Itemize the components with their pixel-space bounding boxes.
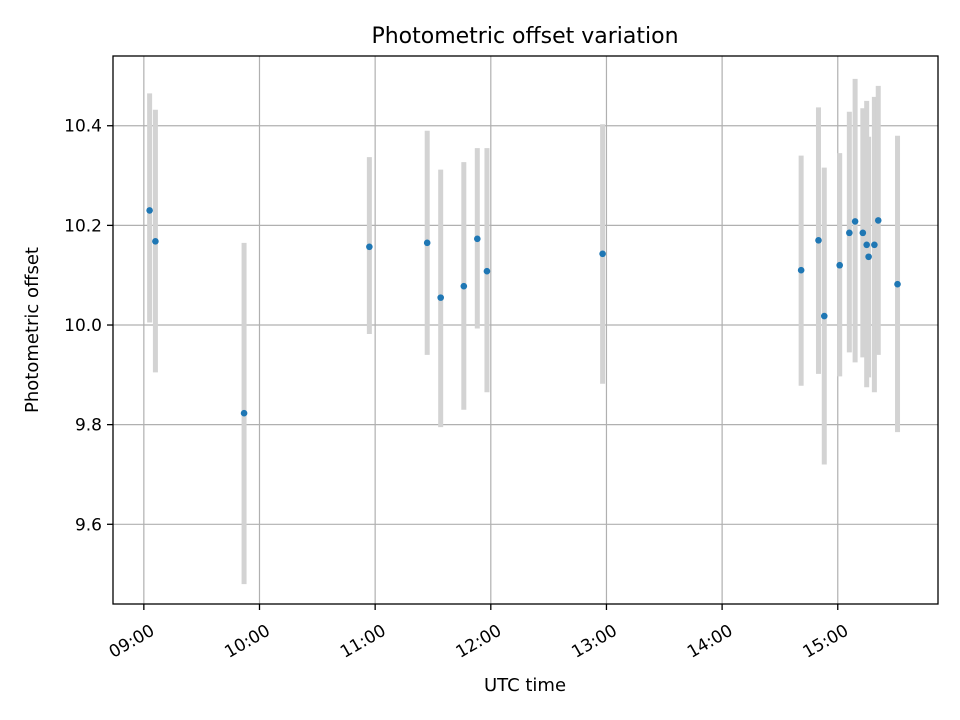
y-tick-label: 10.4 xyxy=(64,117,102,137)
data-point xyxy=(836,261,843,269)
data-point xyxy=(599,250,606,258)
y-axis-ticks: 9.6 9.8 10.0 10.2 10.4 xyxy=(64,117,113,535)
x-tick-label: 13:00 xyxy=(568,621,620,663)
grid xyxy=(113,56,938,604)
data-point xyxy=(871,241,878,249)
data-point xyxy=(240,409,248,417)
x-axis-ticks: 09:00 10:00 11:00 12:00 13:00 14:00 15:00 xyxy=(106,604,852,663)
y-tick-label: 10.0 xyxy=(64,316,102,336)
y-tick-label: 10.2 xyxy=(64,216,102,236)
data-point xyxy=(846,229,853,237)
data-points xyxy=(146,207,901,417)
data-point xyxy=(437,294,444,301)
x-axis-label: UTC time xyxy=(484,675,566,696)
plot-frame xyxy=(112,55,939,605)
y-tick-label: 9.6 xyxy=(75,515,102,535)
y-tick-label: 9.8 xyxy=(75,416,102,436)
y-axis-label: Photometric offset xyxy=(22,247,43,413)
data-point xyxy=(874,217,882,224)
data-point xyxy=(894,280,901,288)
data-point xyxy=(152,238,159,245)
data-point xyxy=(815,237,822,244)
x-tick-label: 09:00 xyxy=(106,621,158,663)
data-point xyxy=(863,241,870,249)
data-point xyxy=(865,253,872,261)
data-point xyxy=(366,243,373,251)
x-tick-label: 11:00 xyxy=(337,621,389,663)
x-tick-label: 10:00 xyxy=(221,621,273,663)
x-tick-label: 14:00 xyxy=(684,621,736,663)
error-bars xyxy=(147,78,901,585)
x-tick-label: 12:00 xyxy=(453,621,505,663)
data-point xyxy=(474,235,481,243)
data-point xyxy=(820,312,828,320)
data-point xyxy=(423,239,431,247)
data-point xyxy=(460,282,468,290)
x-tick-label: 15:00 xyxy=(800,621,852,663)
data-point xyxy=(797,266,805,274)
data-point xyxy=(483,267,491,275)
chart-title: Photometric offset variation xyxy=(371,24,678,49)
data-point xyxy=(859,229,867,237)
data-point xyxy=(851,218,859,225)
data-point xyxy=(146,207,153,214)
